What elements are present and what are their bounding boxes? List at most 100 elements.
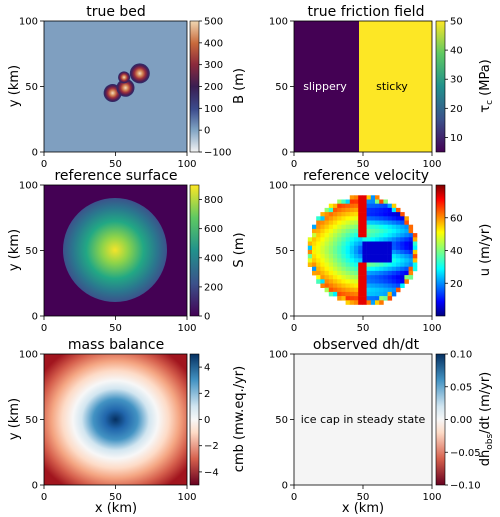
velocity-cell: [375, 216, 380, 221]
velocity-cell: [408, 228, 414, 234]
colorbar-label: u (m/yr): [478, 224, 493, 277]
velocity-cell: [396, 220, 401, 225]
velocity-cell: [354, 296, 359, 301]
velocity-cell: [320, 216, 325, 221]
velocity-cell: [354, 195, 359, 200]
velocity-cell: [391, 262, 397, 267]
velocity-cell: [400, 228, 405, 234]
colorbar-tick-label: 60: [450, 213, 463, 224]
velocity-cell: [354, 228, 359, 234]
velocity-cell: [337, 296, 342, 301]
velocity-cell: [312, 266, 317, 272]
velocity-cell: [358, 249, 363, 255]
velocity-cell: [354, 245, 359, 251]
velocity-cell: [362, 212, 367, 217]
velocity-cell: [312, 224, 317, 230]
velocity-cell: [366, 291, 372, 297]
velocity-cell: [337, 199, 342, 204]
velocity-cell: [324, 237, 330, 242]
velocity-cell: [312, 258, 317, 263]
velocity-cell: [349, 233, 355, 238]
velocity-cell: [345, 262, 351, 267]
velocity-cell: [337, 270, 342, 276]
velocity-cell: [391, 287, 397, 293]
velocity-cell: [312, 249, 317, 255]
velocity-cell: [333, 237, 338, 242]
velocity-cell: [345, 266, 351, 272]
velocity-cell: [341, 220, 346, 225]
velocity-cell: [341, 241, 346, 246]
velocity-cell: [366, 245, 372, 251]
velocity-cell: [320, 249, 325, 255]
velocity-cell: [400, 262, 405, 267]
x-tick-label: 0: [291, 159, 297, 170]
velocity-cell: [341, 249, 346, 255]
velocity-cell: [379, 207, 384, 213]
x-tick-label: 0: [41, 159, 47, 170]
velocity-cell: [400, 245, 405, 251]
velocity-cell: [324, 266, 330, 272]
velocity-cell: [362, 291, 367, 297]
velocity-cell: [375, 207, 380, 213]
velocity-cell: [341, 296, 346, 301]
velocity-cell: [349, 228, 355, 234]
velocity-cell: [354, 275, 359, 280]
velocity-cell: [362, 199, 367, 204]
velocity-cell: [404, 262, 409, 267]
velocity-cell: [320, 258, 325, 263]
velocity-cell: [312, 262, 317, 267]
colorbar: [189, 353, 200, 486]
velocity-cell: [391, 233, 397, 238]
velocity-cell: [387, 233, 393, 238]
y-tick-label: 100: [19, 181, 38, 192]
velocity-cell: [341, 275, 346, 280]
velocity-cell: [391, 270, 397, 276]
x-tick-label: 0: [291, 323, 297, 334]
y-axis-label: y (km): [7, 398, 22, 440]
velocity-cell: [341, 266, 346, 272]
x-tick-label: 0: [41, 492, 47, 503]
velocity-cell: [366, 220, 372, 225]
velocity-cell: [408, 258, 414, 263]
velocity-cell: [412, 266, 418, 272]
velocity-cell: [396, 233, 401, 238]
velocity-cell: [375, 195, 380, 200]
velocity-cell: [358, 270, 363, 276]
velocity-cell: [345, 287, 351, 293]
colorbar: [435, 184, 446, 317]
x-tick-label: 50: [109, 492, 122, 503]
velocity-cell: [400, 241, 405, 246]
velocity-cell: [379, 224, 384, 230]
velocity-cell: [379, 212, 384, 217]
x-tick-label: 100: [177, 159, 196, 170]
velocity-cell: [362, 279, 367, 284]
colorbar-tick-label: −0.05: [450, 448, 481, 459]
velocity-cell: [370, 287, 376, 293]
velocity-cell: [375, 266, 380, 272]
velocity-cell: [375, 203, 380, 209]
velocity-cell: [328, 291, 334, 297]
velocity-cell: [337, 241, 342, 246]
velocity-cell: [383, 203, 388, 209]
velocity-cell: [391, 207, 397, 213]
y-axis-label: y (km): [7, 229, 22, 271]
velocity-cell: [396, 287, 401, 293]
velocity-cell: [349, 216, 355, 221]
y-tick-label: 50: [275, 82, 288, 93]
velocity-cell: [370, 237, 376, 242]
region-label-sticky: sticky: [376, 80, 408, 93]
velocity-cell: [387, 212, 393, 217]
velocity-cell: [375, 228, 380, 234]
velocity-cell: [312, 228, 317, 234]
y-tick-label: 50: [275, 246, 288, 257]
velocity-cell: [307, 258, 313, 263]
y-axis-label: y (km): [7, 65, 22, 107]
velocity-cell: [366, 287, 372, 293]
velocity-cell: [337, 254, 342, 259]
velocity-cell: [387, 207, 393, 213]
velocity-cell: [349, 287, 355, 293]
velocity-cell: [320, 224, 325, 230]
velocity-cell: [396, 275, 401, 280]
velocity-cell: [383, 249, 388, 255]
velocity-cell: [379, 279, 384, 284]
